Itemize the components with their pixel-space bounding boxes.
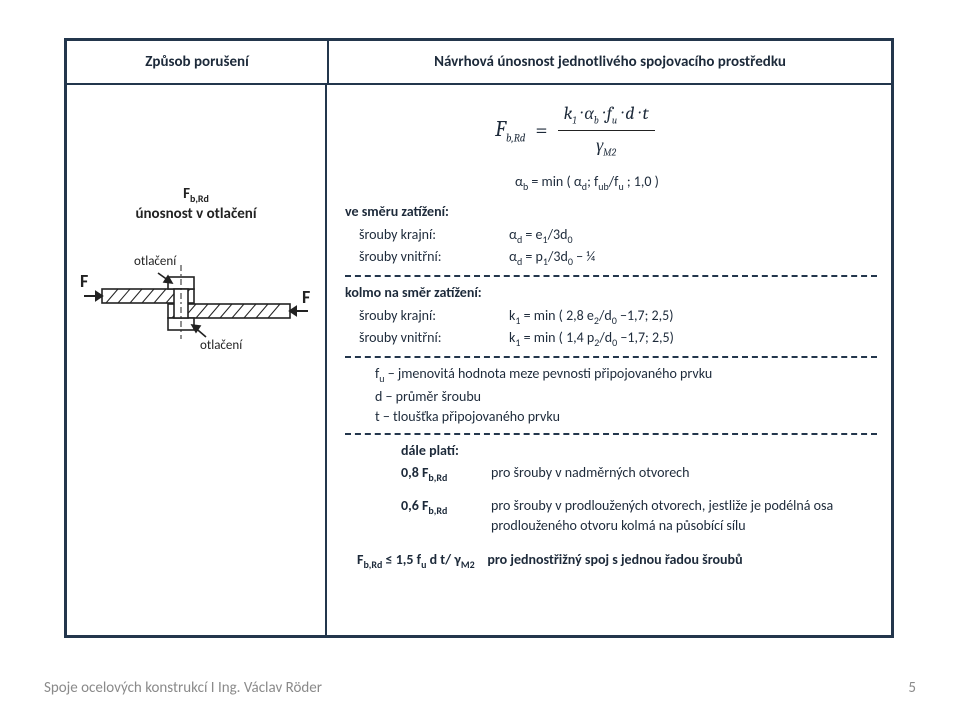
right-column: Fb,Rd = k1 · αb · fu · d · t γM2 αb = mi… (327, 85, 891, 635)
block2-title: kolmo na směr zatížení: (345, 283, 877, 303)
dashed-rule-1 (345, 275, 877, 277)
block2-row2: šrouby vnitřní: k1 = min ( 1,4 p2/d0 −1,… (345, 328, 877, 350)
def-d: d − průměr šroubu (375, 387, 877, 407)
diagram-F-left: F (80, 270, 88, 292)
final-inequality: Fb,Rd ≤ 1,5 fu d t/ γM2 pro jednostřižný… (345, 550, 877, 572)
alpha-min-line: αb = min ( αd; fub/fu ; 1,0 ) (515, 172, 877, 194)
header-right: Návrhová únosnost jednotlivého spojovací… (329, 41, 891, 83)
dashed-rule-3 (345, 433, 877, 435)
dale-row2: 0,6 Fb,Rd pro šrouby v prodloužených otv… (401, 496, 877, 537)
header-row: Způsob porušení Návrhová únosnost jednot… (67, 41, 891, 85)
formula-num: k1 · αb · fu · d · t (558, 101, 655, 131)
body-row: Fb,Rd únosnost v otlačení (67, 85, 891, 635)
dale-title: dále platí: (401, 441, 877, 461)
block1-row1: šrouby krajní: αd = e1/3d0 (345, 225, 877, 247)
main-formula: Fb,Rd = k1 · αb · fu · d · t γM2 (495, 101, 877, 160)
def-t: t − tloušťka připojovaného prvku (375, 407, 877, 427)
fbRd-symbol: Fb,Rd (67, 185, 325, 205)
page-number: 5 (908, 679, 916, 697)
formula-den: γM2 (558, 131, 655, 160)
dashed-rule-2 (345, 356, 877, 358)
left-column: Fb,Rd únosnost v otlačení (67, 85, 327, 635)
diagram-F-right: F (302, 286, 310, 308)
unosnost-label: únosnost v otlačení (67, 205, 325, 223)
bearing-diagram: F F otlačení otlačení (76, 237, 316, 367)
block2-row1: šrouby krajní: k1 = min ( 2,8 e2/d0 −1,7… (345, 306, 877, 328)
diagram-otlaceni-bot: otlačení (200, 338, 243, 353)
slide: Způsob porušení Návrhová únosnost jednot… (0, 0, 960, 717)
footer-text: Spoje ocelových konstrukcí I Ing. Václav… (44, 679, 322, 697)
def-fu: fu − jmenovitá hodnota meze pevnosti při… (375, 364, 877, 386)
definitions: fu − jmenovitá hodnota meze pevnosti při… (345, 364, 877, 427)
dale-block: dále platí: 0,8 Fb,Rd pro šrouby v nadmě… (345, 441, 877, 536)
main-table-frame: Způsob porušení Návrhová únosnost jednot… (64, 38, 894, 638)
header-left: Způsob porušení (67, 41, 329, 83)
diagram-otlaceni-top: otlačení (134, 254, 177, 269)
block1-title: ve směru zatížení: (345, 202, 877, 222)
dale-row1: 0,8 Fb,Rd pro šrouby v nadměrných otvore… (401, 463, 877, 485)
block1-row2: šrouby vnitřní: αd = p1/3d0 − ¼ (345, 247, 877, 269)
